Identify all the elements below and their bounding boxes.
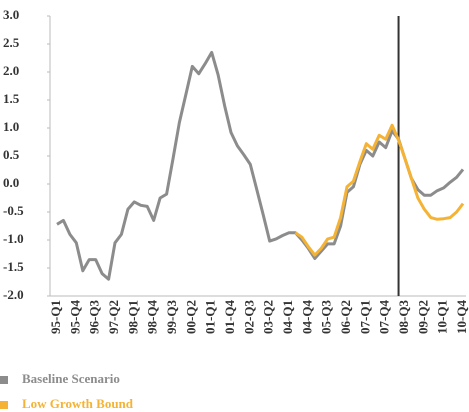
legend-swatch: [0, 376, 8, 384]
x-tick-label: 03-Q2: [261, 300, 276, 334]
x-tick-label: 98-Q1: [125, 300, 140, 334]
x-tick-label: 96-Q3: [87, 300, 102, 334]
x-tick-label: 00-Q2: [183, 300, 198, 334]
x-tick-label: 04-Q1: [280, 300, 295, 334]
y-tick-label: -1.5: [3, 259, 24, 274]
x-tick-label: 95-Q4: [67, 300, 82, 334]
x-tick-label: 99-Q3: [164, 300, 179, 334]
x-tick-label: 02-Q3: [241, 300, 256, 334]
x-tick-label: 07-Q1: [357, 300, 372, 334]
y-tick-label: 2.0: [3, 63, 19, 78]
series-line: [294, 123, 465, 257]
x-tick-label: 01-Q1: [203, 300, 218, 334]
y-tick-label: -0.5: [3, 203, 24, 218]
series-line: [56, 50, 465, 281]
legend-label: Baseline Scenario: [22, 371, 120, 386]
x-tick-label: 07-Q4: [377, 300, 392, 334]
y-tick-label: -1.0: [3, 231, 24, 246]
y-tick-label: 1.5: [3, 91, 20, 106]
y-tick-label: -2.0: [3, 287, 24, 302]
y-tick-label: 2.5: [3, 35, 20, 50]
x-tick-label: 98-Q4: [145, 300, 160, 334]
y-tick-label: 0.0: [3, 175, 19, 190]
x-tick-label: 97-Q2: [106, 300, 121, 334]
x-tick-label: 08-Q3: [396, 300, 411, 334]
y-tick-label: 0.5: [3, 147, 20, 162]
x-tick-label: 95-Q1: [48, 300, 63, 334]
x-tick-label: 01-Q4: [222, 300, 237, 334]
x-tick-label: 05-Q3: [319, 300, 334, 334]
x-tick-label: 10-Q1: [435, 300, 450, 334]
y-tick-label: 1.0: [3, 119, 19, 134]
y-tick-label: 3.0: [3, 7, 19, 22]
x-tick-label: 09-Q2: [415, 300, 430, 334]
legend-swatch: [0, 401, 8, 409]
legend-label: Low Growth Bound: [22, 396, 134, 411]
x-tick-label: 06-Q2: [338, 300, 353, 334]
x-tick-label: 10-Q4: [454, 300, 469, 334]
x-tick-label: 04-Q4: [299, 300, 314, 334]
